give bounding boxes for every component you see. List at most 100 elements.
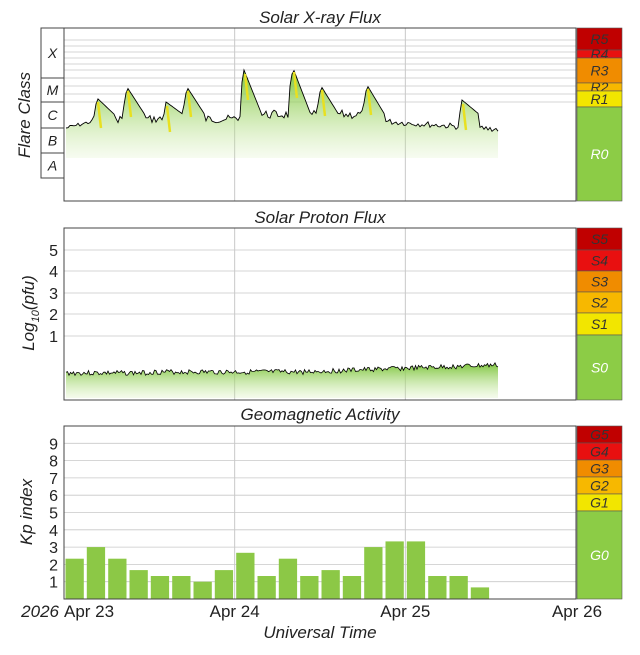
kp-bar bbox=[150, 576, 170, 599]
xray-flare-highlight bbox=[292, 71, 299, 99]
x-tick-label: Apr 26 bbox=[552, 602, 602, 621]
kp-bar bbox=[406, 541, 426, 599]
kp-bar bbox=[65, 558, 84, 599]
xray-flare-highlight bbox=[126, 90, 133, 118]
kp-bar bbox=[300, 576, 319, 599]
proton-ylabel-tail: (pfu) bbox=[19, 275, 38, 310]
proton-label-s2: S2 bbox=[591, 295, 608, 311]
proton-tick-label: 5 bbox=[49, 243, 58, 260]
kp-tick-label: 9 bbox=[49, 436, 58, 453]
kp-tick-label: 8 bbox=[49, 454, 58, 471]
proton-ylabel-sub: 10 bbox=[30, 309, 42, 322]
xray-title: Solar X-ray Flux bbox=[259, 8, 381, 27]
flare-class-m: M bbox=[47, 82, 59, 98]
kp-bar bbox=[257, 576, 276, 599]
kp-bar bbox=[193, 581, 212, 599]
kp-bar bbox=[129, 570, 148, 599]
xray-label-r3: R3 bbox=[591, 63, 609, 79]
xray-flare-highlight bbox=[320, 89, 327, 117]
proton-tick-label: 4 bbox=[49, 264, 58, 281]
x-axis-label: Universal Time bbox=[263, 623, 376, 642]
geo-label-g3: G3 bbox=[590, 461, 609, 477]
geo-label-g2: G2 bbox=[590, 478, 609, 494]
proton-plot-frame bbox=[63, 227, 577, 401]
proton-label-s4: S4 bbox=[591, 253, 608, 269]
kp-bar bbox=[449, 576, 468, 599]
flare-class-c: C bbox=[47, 107, 58, 123]
xray-flare-highlight bbox=[243, 73, 250, 101]
flare-class-a: A bbox=[47, 158, 57, 174]
geo-label-g0: G0 bbox=[590, 547, 609, 563]
kp-bar bbox=[321, 570, 340, 599]
kp-tick-label: 3 bbox=[49, 540, 58, 557]
xray-flux-fill bbox=[66, 70, 498, 158]
proton-tick-label: 1 bbox=[49, 329, 58, 346]
proton-level-s0 bbox=[576, 334, 623, 401]
flare-class-x: X bbox=[47, 45, 58, 61]
xray-level-r0 bbox=[576, 106, 623, 202]
xray-level-r3 bbox=[576, 57, 623, 84]
xray-flux-area bbox=[65, 68, 499, 158]
kp-bar bbox=[278, 558, 298, 599]
proton-label-s0: S0 bbox=[591, 360, 608, 376]
xray-flare-highlight bbox=[186, 90, 193, 118]
xray-flare-highlight bbox=[461, 103, 468, 131]
xray-flux-line bbox=[65, 68, 499, 133]
geo-ylabel: Kp index bbox=[17, 478, 36, 545]
geo-label-g5: G5 bbox=[590, 427, 609, 443]
proton-tick-label: 3 bbox=[49, 286, 58, 303]
xray-label-r0: R0 bbox=[591, 146, 609, 162]
proton-flux-fill bbox=[66, 362, 498, 398]
kp-bar bbox=[172, 576, 191, 599]
x-axis-ticks: Apr 23 Apr 24 Apr 25 Apr 26 bbox=[64, 602, 602, 621]
xray-label-r1: R1 bbox=[591, 91, 609, 107]
kp-bar bbox=[364, 547, 383, 599]
x-tick-label: Apr 24 bbox=[210, 602, 260, 621]
xray-label-r5: R5 bbox=[591, 31, 609, 47]
kp-tick-label: 1 bbox=[49, 575, 58, 592]
proton-label-s3: S3 bbox=[591, 274, 608, 290]
kp-bars bbox=[65, 541, 490, 599]
kp-bar bbox=[470, 587, 490, 599]
geo-label-g4: G4 bbox=[590, 444, 609, 460]
kp-tick-label: 7 bbox=[49, 471, 58, 488]
x-axis-year: 2026 bbox=[20, 602, 59, 621]
kp-tick-label: 2 bbox=[49, 557, 58, 574]
xray-flare-highlight bbox=[96, 101, 103, 129]
kp-tick-label: 6 bbox=[49, 488, 58, 505]
xray-flare-highlight bbox=[366, 88, 373, 116]
geo-label-g1: G1 bbox=[590, 495, 609, 511]
kp-bar bbox=[385, 541, 404, 599]
proton-ylabel-main: Log bbox=[19, 322, 38, 351]
proton-flux-line bbox=[65, 361, 499, 377]
xray-flare-highlight bbox=[165, 105, 172, 133]
kp-bar bbox=[86, 547, 106, 599]
proton-flux-area bbox=[65, 361, 499, 398]
geo-plot-frame bbox=[63, 425, 577, 600]
proton-label-s5: S5 bbox=[591, 231, 608, 247]
kp-bar bbox=[428, 576, 447, 599]
geo-level-g0 bbox=[576, 510, 623, 600]
xray-grid bbox=[64, 28, 576, 201]
xray-ylabel: Flare Class bbox=[15, 72, 34, 158]
proton-title: Solar Proton Flux bbox=[254, 208, 386, 227]
kp-bar bbox=[236, 552, 255, 599]
kp-tick-label: 5 bbox=[49, 506, 58, 523]
flare-class-b: B bbox=[48, 133, 57, 149]
proton-ylabel: Log10(pfu) bbox=[19, 275, 42, 351]
kp-bar bbox=[214, 570, 234, 599]
proton-label-s1: S1 bbox=[591, 316, 608, 332]
geo-title: Geomagnetic Activity bbox=[240, 405, 401, 424]
kp-tick-label: 4 bbox=[49, 523, 58, 540]
proton-tick-label: 2 bbox=[49, 307, 58, 324]
radiation-storm-scale: S5 S4 S3 S2 S1 S0 bbox=[576, 227, 623, 401]
kp-bar bbox=[108, 558, 127, 599]
x-tick-label: Apr 23 bbox=[64, 602, 114, 621]
xray-plot-frame bbox=[63, 27, 577, 202]
